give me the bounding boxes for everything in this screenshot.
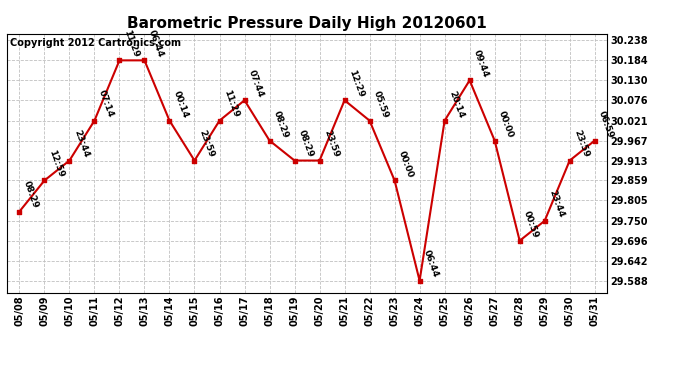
Text: 11:29: 11:29 [122, 29, 140, 59]
Point [339, 97, 350, 103]
Text: 08:29: 08:29 [297, 129, 315, 159]
Point [364, 118, 375, 124]
Text: 23:59: 23:59 [322, 129, 340, 159]
Point [114, 57, 125, 63]
Title: Barometric Pressure Daily High 20120601: Barometric Pressure Daily High 20120601 [127, 16, 487, 31]
Text: 23:59: 23:59 [197, 129, 215, 159]
Text: 23:44: 23:44 [72, 129, 90, 159]
Text: 00:00: 00:00 [397, 150, 415, 179]
Point [289, 158, 300, 164]
Text: 09:44: 09:44 [472, 49, 491, 79]
Point [89, 118, 100, 124]
Point [14, 209, 25, 214]
Point [464, 77, 475, 83]
Text: 12:59: 12:59 [47, 149, 66, 179]
Point [189, 158, 200, 164]
Point [589, 138, 600, 144]
Text: 00:59: 00:59 [522, 209, 540, 239]
Text: 08:29: 08:29 [272, 109, 290, 139]
Point [139, 57, 150, 63]
Text: 08:29: 08:29 [22, 180, 40, 210]
Text: 06:59: 06:59 [598, 109, 615, 139]
Text: 07:44: 07:44 [247, 69, 266, 99]
Text: 00:00: 00:00 [497, 110, 515, 139]
Point [264, 138, 275, 144]
Point [439, 118, 450, 124]
Point [389, 177, 400, 183]
Point [64, 158, 75, 164]
Point [539, 218, 550, 224]
Text: 00:14: 00:14 [172, 89, 190, 119]
Point [164, 118, 175, 124]
Text: 06:44: 06:44 [422, 249, 440, 279]
Point [214, 118, 225, 124]
Text: 05:59: 05:59 [372, 89, 391, 119]
Text: 12:29: 12:29 [347, 69, 366, 99]
Text: 20:14: 20:14 [447, 89, 465, 119]
Text: 23:59: 23:59 [572, 129, 591, 159]
Point [314, 158, 325, 164]
Text: 11:29: 11:29 [222, 89, 240, 119]
Text: Copyright 2012 Cartronics.com: Copyright 2012 Cartronics.com [10, 38, 181, 48]
Text: 06:44: 06:44 [147, 29, 166, 59]
Point [489, 138, 500, 144]
Point [514, 238, 525, 244]
Point [414, 278, 425, 284]
Point [239, 97, 250, 103]
Text: 23:44: 23:44 [547, 189, 566, 219]
Text: 07:14: 07:14 [97, 89, 115, 119]
Point [564, 158, 575, 164]
Point [39, 177, 50, 183]
